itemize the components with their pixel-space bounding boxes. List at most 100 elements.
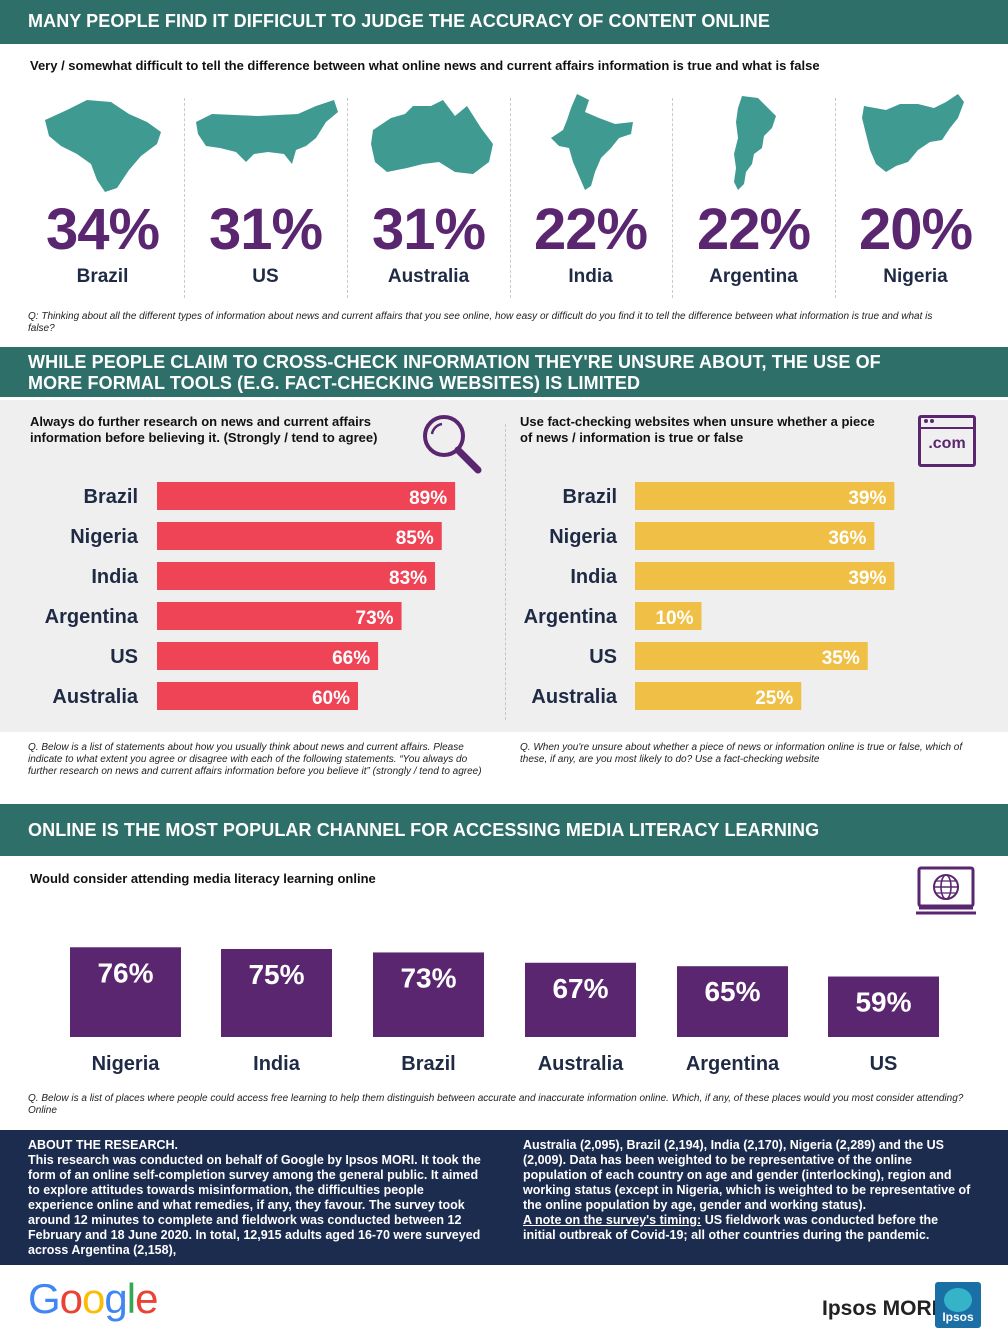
bar-category-label: Nigeria: [70, 526, 139, 548]
section3-title: ONLINE IS THE MOST POPULAR CHANNEL FOR A…: [28, 820, 820, 840]
bar-category-label: India: [253, 1053, 301, 1075]
research-bar-chart: Brazil 89% Nigeria 85% India 83% Argentina 73% U…: [45, 482, 456, 710]
bar-category-label: Australia: [531, 686, 617, 708]
bar: [157, 602, 402, 630]
difficulty-percentage: 34%: [45, 197, 160, 262]
bar-category-label: India: [91, 566, 139, 588]
research-question: Q. Below is a list of statements about h…: [28, 742, 482, 777]
bar: [635, 562, 895, 590]
column-divider: [672, 98, 673, 298]
bar: [70, 947, 181, 1037]
bar: [157, 522, 442, 550]
country-name: Nigeria: [883, 266, 948, 287]
bar-category-label: India: [570, 566, 618, 588]
timing-note: A note on the survey's timing: US fieldw…: [523, 1213, 973, 1243]
bar-category-label: Argentina: [686, 1053, 780, 1075]
country-name: Argentina: [709, 266, 798, 287]
difficulty-percentage: 20%: [858, 197, 973, 262]
bar: [157, 682, 358, 710]
dotcom-icon: .com: [918, 415, 976, 467]
bar: [221, 949, 332, 1037]
difficulty-percentage: 31%: [371, 197, 486, 262]
bar-value-label: 10%: [655, 608, 693, 629]
bar-value-label: 73%: [400, 962, 456, 993]
about-text-col2: Australia (2,095), Brazil (2,194), India…: [523, 1138, 971, 1212]
column-divider: [510, 98, 511, 298]
bar-value-label: 39%: [848, 488, 886, 509]
ipsos-badge-text: Ipsos: [942, 1310, 974, 1324]
country-card-brazil: 34% Brazil: [21, 92, 184, 292]
bar-value-label: 35%: [822, 648, 860, 669]
bar: [373, 952, 484, 1037]
brazil-map-icon: [45, 100, 161, 192]
bar: [525, 962, 636, 1037]
india-map-icon: [551, 94, 633, 190]
ipsos-mori-logo: Ipsos MORI: [822, 1297, 938, 1320]
bar-value-label: 67%: [552, 973, 608, 1004]
country-card-us: 31% US: [184, 92, 347, 292]
bar-category-label: Brazil: [401, 1053, 455, 1075]
bar: [635, 642, 868, 670]
bar-category-label: US: [110, 646, 138, 668]
bar-value-label: 76%: [97, 957, 153, 988]
country-card-india: 22% India: [509, 92, 672, 292]
bar-value-label: 75%: [248, 959, 304, 990]
bar-value-label: 85%: [396, 528, 434, 549]
section2-title-line1: WHILE PEOPLE CLAIM TO CROSS-CHECK INFORM…: [28, 352, 881, 372]
difficulty-percentage: 31%: [208, 197, 323, 262]
online-learning-bar-chart: 76% Nigeria 75% India 73% Brazil 67% Australia 6…: [70, 947, 939, 1075]
section1-title: MANY PEOPLE FIND IT DIFFICULT TO JUDGE T…: [28, 11, 770, 31]
bar-category-label: US: [870, 1053, 898, 1075]
section1-banner: MANY PEOPLE FIND IT DIFFICULT TO JUDGE T…: [0, 0, 1008, 44]
bar-value-label: 25%: [755, 688, 793, 709]
bar: [828, 976, 939, 1037]
bar-category-label: Nigeria: [92, 1053, 161, 1075]
bar-value-label: 36%: [828, 528, 866, 549]
bar-category-label: Australia: [52, 686, 138, 708]
bar: [635, 482, 895, 510]
bar: [635, 682, 802, 710]
column-divider: [835, 98, 836, 298]
timing-note-text: US fieldwork was conducted before the in…: [523, 1213, 939, 1242]
bar: [157, 562, 436, 590]
research-subtitle: Always do further research on news and c…: [30, 414, 378, 445]
country-card-australia: 31% Australia: [347, 92, 510, 292]
bar: [157, 642, 379, 670]
section3-banner: ONLINE IS THE MOST POPULAR CHANNEL FOR A…: [0, 804, 1008, 856]
country-name: Brazil: [76, 266, 129, 287]
difficulty-percentage: 22%: [696, 197, 811, 262]
us-map-icon: [196, 100, 338, 164]
bar-category-label: Argentina: [45, 606, 139, 628]
bar-category-label: Brazil: [84, 486, 138, 508]
bar-category-label: US: [589, 646, 617, 668]
section1-subtitle: Very / somewhat difficult to tell the di…: [30, 58, 820, 73]
nigeria-map-icon: [862, 94, 964, 172]
bar: [157, 482, 456, 510]
argentina-map-icon: [734, 96, 776, 190]
bar-value-label: 73%: [356, 608, 394, 629]
google-logo: Google: [28, 1275, 158, 1322]
about-heading: ABOUT THE RESEARCH.: [28, 1138, 179, 1152]
laptop-globe-icon: [916, 866, 976, 915]
column-divider: [184, 98, 185, 298]
bar-value-label: 59%: [855, 987, 911, 1018]
about-text-col1: This research was conducted on behalf of…: [28, 1153, 481, 1257]
bar-value-label: 66%: [332, 648, 370, 669]
bar-value-label: 65%: [704, 976, 760, 1007]
factcheck-bar-chart: Brazil 39% Nigeria 36% India 39% Argentina 10% U…: [524, 482, 895, 710]
bar: [635, 602, 702, 630]
magnifier-icon: [423, 415, 482, 474]
panel-divider: [505, 424, 506, 720]
section3-subtitle: Would consider attending media literacy …: [30, 871, 376, 886]
bar: [635, 522, 875, 550]
bar-value-label: 89%: [409, 488, 447, 509]
bar-category-label: Australia: [538, 1053, 624, 1075]
dotcom-label: .com: [928, 435, 966, 452]
about-research-box: ABOUT THE RESEARCH. This research was co…: [0, 1130, 1008, 1265]
country-name: US: [252, 266, 279, 287]
bar-value-label: 39%: [848, 568, 886, 589]
section1-question: Q: Thinking about all the different type…: [28, 311, 933, 334]
section2-title-line2: MORE FORMAL TOOLS (E.G. FACT-CHECKING WE…: [28, 373, 641, 393]
factcheck-question: Q. When you're unsure about whether a pi…: [520, 742, 963, 765]
bar-value-label: 83%: [389, 568, 427, 589]
